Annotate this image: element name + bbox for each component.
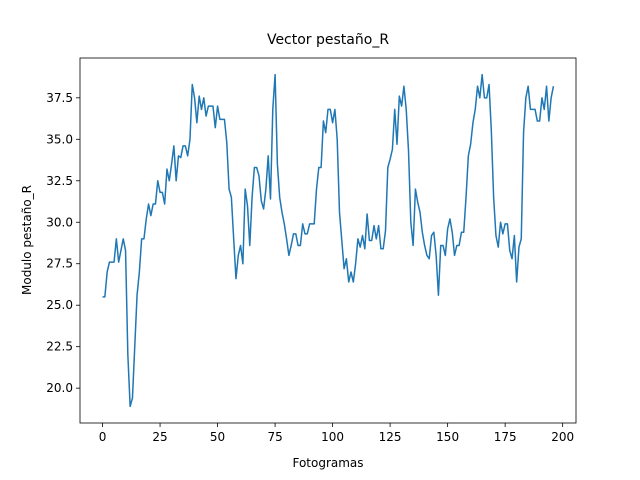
y-tick-label: 22.5	[46, 340, 73, 354]
y-tick-label: 25.0	[46, 298, 73, 312]
x-tick-label: 25	[152, 430, 167, 444]
x-tick-label: 150	[436, 430, 459, 444]
y-tick-label: 27.5	[46, 257, 73, 271]
y-tick-label: 37.5	[46, 91, 73, 105]
y-tick-label: 32.5	[46, 174, 73, 188]
x-tick-label: 50	[210, 430, 225, 444]
data-line	[102, 73, 555, 408]
y-axis-label: Modulo pestaño_R	[20, 185, 34, 295]
x-tick-label: 175	[494, 430, 517, 444]
y-tick-label: 35.0	[46, 132, 73, 146]
x-tick-label: 125	[379, 430, 402, 444]
plot-frame	[79, 57, 577, 424]
x-tick-label: 0	[99, 430, 107, 444]
x-tick-label: 200	[551, 430, 574, 444]
x-tick-label: 75	[267, 430, 282, 444]
y-tick-label: 30.0	[46, 215, 73, 229]
chart-title: Vector pestaño_R	[267, 32, 389, 48]
x-axis-label: Fotogramas	[292, 456, 363, 470]
x-tick-label: 100	[321, 430, 344, 444]
y-tick-label: 20.0	[46, 381, 73, 395]
